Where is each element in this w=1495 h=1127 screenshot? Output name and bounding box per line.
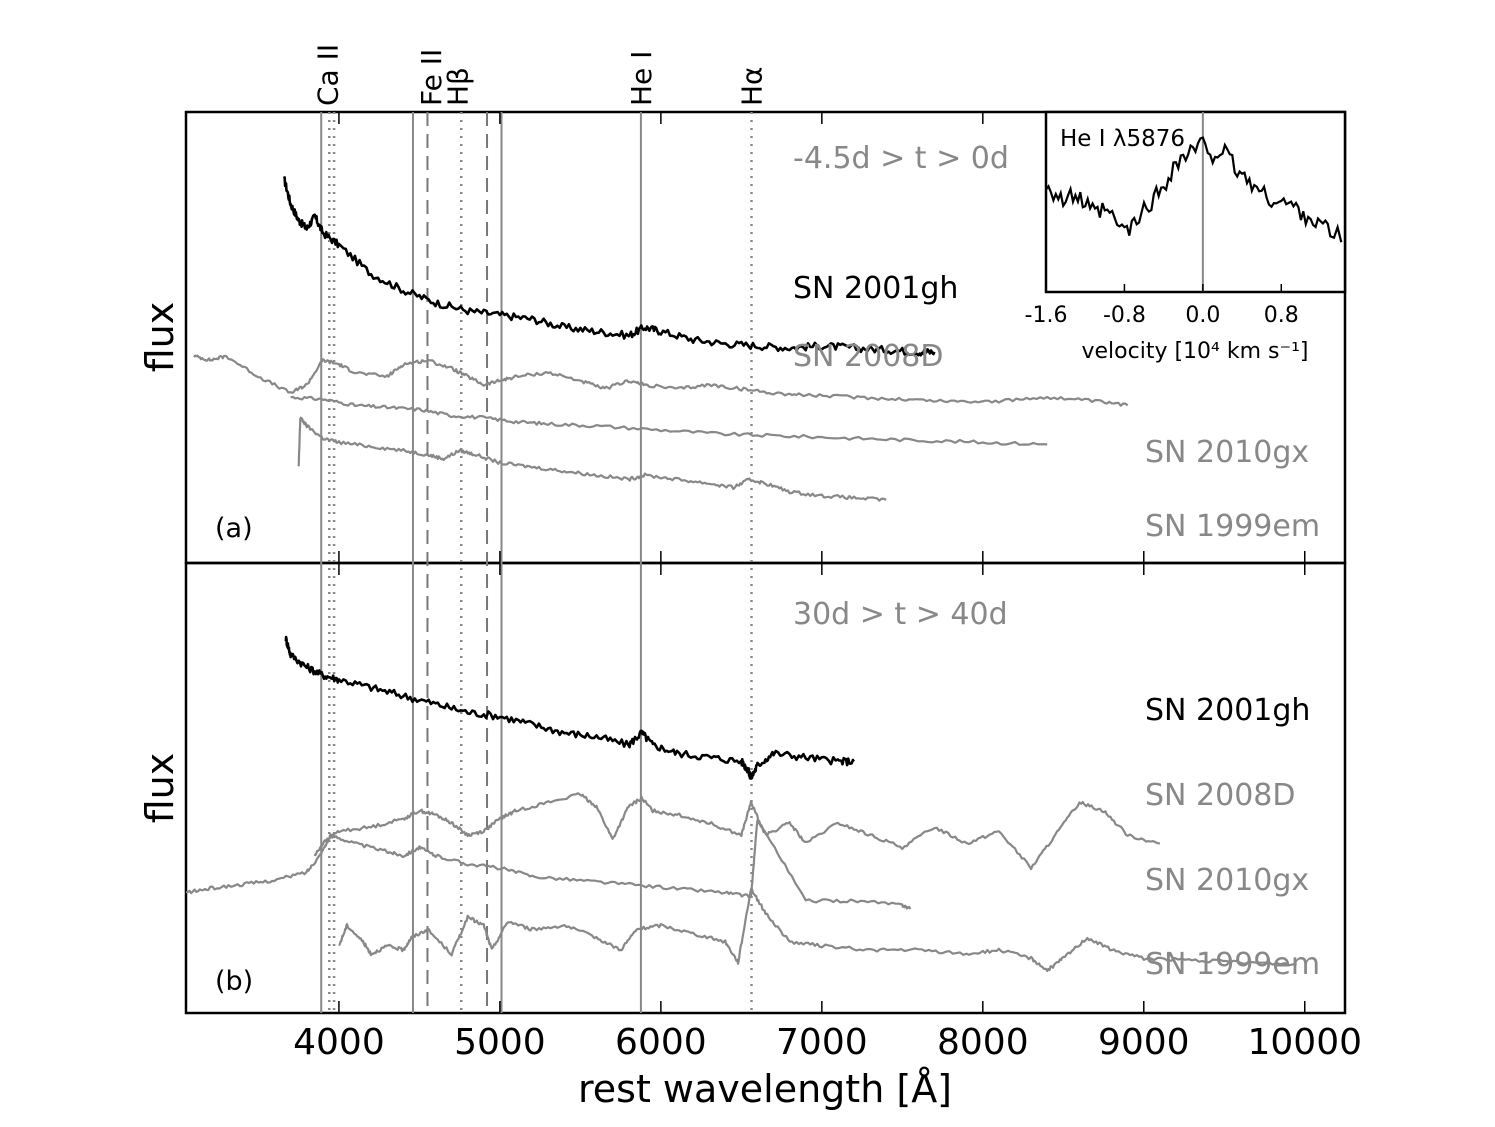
spectrum-a-1	[193, 354, 1129, 407]
panel-b-epoch: 30d > t > 40d	[793, 597, 1008, 632]
marker-label-4: Hα	[735, 66, 768, 106]
inset-content: -1.6 -0.8 0.0 0.8	[1025, 112, 1343, 328]
x-tick-label-5: 9000	[1098, 1022, 1190, 1063]
panel-a-label: (a)	[215, 513, 253, 544]
spectrum-b-3	[338, 888, 1297, 973]
line-markers	[320, 112, 753, 1013]
series-label-a-3: SN 1999em	[1145, 509, 1320, 544]
inset-tick-label-2: 0.0	[1185, 303, 1220, 328]
x-tick-label-4: 8000	[937, 1022, 1029, 1063]
marker-label-0: Ca II	[312, 44, 345, 106]
spectrum-b-2	[185, 819, 912, 910]
series-label-b-3: SN 1999em	[1145, 947, 1320, 982]
series-label-b-2: SN 2010gx	[1145, 863, 1309, 898]
x-tick-label-3: 7000	[776, 1022, 868, 1063]
series-label-a-2: SN 2010gx	[1145, 435, 1309, 470]
inset-tick-label-0: -1.6	[1025, 303, 1068, 328]
series-label-a-1: SN 2008D	[793, 339, 943, 374]
marker-label-3: He I	[625, 51, 658, 106]
x-tick-label-2: 6000	[615, 1022, 707, 1063]
series-label-b-1: SN 2008D	[1145, 778, 1295, 813]
inset-x-axis-label: velocity [10⁴ km s⁻¹]	[1081, 339, 1308, 364]
x-axis-label: rest wavelength [Å]	[578, 1067, 952, 1111]
inset-panel: -1.6 -0.8 0.0 0.8 He I λ5876 velocity [10⁴ …	[1025, 110, 1347, 364]
x-tick-label-1: 5000	[454, 1022, 546, 1063]
panel-a-epoch: -4.5d > t > 0d	[793, 141, 1009, 176]
inset-frame	[1044, 110, 1347, 294]
y-axis-label-a: flux	[138, 302, 182, 373]
x-tick-label-6: 10000	[1247, 1022, 1362, 1063]
spectrum-a-0	[282, 176, 936, 357]
x-tick-label-0: 4000	[293, 1022, 385, 1063]
series-label-b-0: SN 2001gh	[1145, 693, 1310, 728]
x-ticks: 4000 5000 6000 7000 8000 9000 10000	[293, 112, 1362, 1063]
spectra-series	[185, 176, 1297, 973]
spectrum-b-0	[284, 635, 856, 780]
inset-tick-label-3: 0.8	[1264, 303, 1299, 328]
marker-label-1: Fe II	[415, 49, 448, 106]
inset-title: He I λ5876	[1060, 126, 1185, 152]
marker-label-2: Hβ	[441, 67, 474, 106]
inset-spectrum	[1045, 136, 1343, 243]
spectrum-b-1	[313, 792, 1160, 871]
spectrum-a-3	[297, 416, 887, 502]
panel-b-frame	[184, 561, 1347, 1015]
spectrum-a-2	[290, 395, 1048, 446]
spectra-labels: SN 2001gh SN 2008D SN 2010gx SN 1999em SN 20…	[793, 271, 1320, 982]
series-label-a-0: SN 2001gh	[793, 271, 958, 306]
inset-tick-label-1: -0.8	[1103, 303, 1146, 328]
y-axis-label-b: flux	[138, 753, 182, 824]
panel-b-label: (b)	[215, 966, 253, 997]
